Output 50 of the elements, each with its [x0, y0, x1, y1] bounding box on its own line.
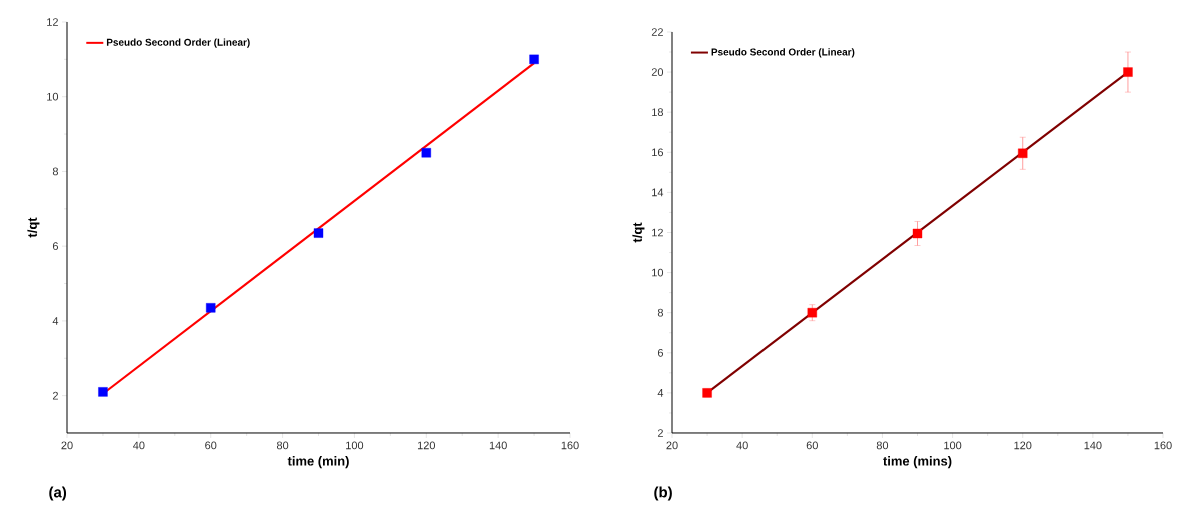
legend-label: Pseudo Second Order (Linear): [106, 38, 250, 48]
y-tick-label: 12: [47, 18, 58, 26]
y-tick-label: 18: [652, 108, 664, 117]
y-tick-label: 20: [651, 68, 664, 76]
x-tick-label: 60: [205, 441, 217, 450]
x-tick-label: 140: [489, 441, 507, 450]
point: [529, 54, 539, 65]
x-tick-label: 120: [417, 441, 435, 450]
x-tick-label: 160: [1154, 441, 1172, 450]
y-tick-label: 4: [52, 317, 59, 325]
y-axis-title: t/qt: [27, 217, 40, 238]
y-tick-label: 12: [652, 228, 663, 237]
x-axis-title: time (mins): [883, 456, 952, 469]
x-tick-label: 40: [736, 441, 748, 450]
x-tick-label: 140: [1084, 441, 1102, 450]
text: (a): [49, 486, 67, 501]
point: [807, 307, 817, 318]
point: [313, 228, 324, 238]
y-tick-label: 10: [652, 268, 664, 277]
y-tick-label: 10: [47, 92, 59, 101]
y-tick-label: 4: [657, 389, 664, 397]
x-tick-label: 60: [806, 441, 818, 450]
y-tick-label: 6: [657, 348, 664, 357]
y-tick-label: 6: [52, 242, 59, 251]
y-axis-title: t/qt: [632, 222, 645, 243]
y-tick-label: 2: [52, 391, 58, 400]
x-axis-title: time (min): [287, 456, 349, 469]
x-tick-label: 20: [666, 441, 678, 450]
x-tick-label: 100: [944, 441, 962, 450]
y-tick-label: 22: [651, 28, 663, 36]
legend-label: Pseudo Second Order (Linear): [711, 48, 855, 58]
x-tick-label: 80: [876, 441, 889, 450]
x-tick-label: 120: [1014, 441, 1032, 450]
y-tick-label: 8: [657, 308, 664, 317]
y-tick-label: 14: [652, 188, 664, 197]
x-tick-label: 20: [61, 441, 73, 450]
y-tick-label: 16: [652, 148, 664, 157]
x-tick-label: 40: [133, 441, 145, 450]
point: [1123, 67, 1133, 77]
x-tick-label: 100: [346, 441, 364, 450]
point: [98, 387, 108, 397]
point: [1018, 148, 1028, 158]
point: [421, 148, 431, 158]
y-tick-label: 8: [52, 167, 59, 176]
x-tick-label: 160: [561, 441, 579, 450]
y-tick-label: 2: [657, 429, 663, 437]
text: (b): [654, 486, 672, 501]
x-tick-label: 80: [276, 441, 289, 450]
point: [206, 303, 216, 313]
point: [912, 228, 923, 239]
